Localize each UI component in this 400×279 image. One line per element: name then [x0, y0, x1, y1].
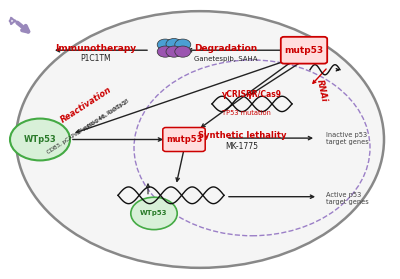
Circle shape — [166, 39, 182, 50]
Text: TP53 mutation: TP53 mutation — [222, 110, 270, 116]
Text: mutp53: mutp53 — [284, 46, 324, 55]
Text: γCRISPR/Cas9: γCRISPR/Cas9 — [222, 90, 282, 99]
Text: Active p53: Active p53 — [326, 192, 361, 198]
Text: WTp53: WTp53 — [140, 210, 168, 217]
Text: APR-246, COTI-2: APR-246, COTI-2 — [83, 100, 129, 132]
Circle shape — [131, 197, 177, 230]
Text: Inactive p53: Inactive p53 — [326, 132, 367, 138]
Text: P1C1TM: P1C1TM — [81, 54, 111, 63]
Circle shape — [175, 39, 191, 50]
Text: CDB3, pCAPs, Peptide-46, ReACp53: CDB3, pCAPs, Peptide-46, ReACp53 — [46, 98, 130, 155]
Text: WTp53: WTp53 — [24, 135, 56, 144]
Circle shape — [157, 39, 173, 50]
Text: Synthetic lethality: Synthetic lethality — [198, 131, 286, 140]
Circle shape — [10, 119, 70, 160]
Text: target genes: target genes — [326, 139, 369, 145]
Text: MK-1775: MK-1775 — [226, 142, 258, 151]
Text: RNAi: RNAi — [315, 79, 329, 103]
FancyBboxPatch shape — [163, 128, 205, 151]
Text: Reactivation: Reactivation — [59, 85, 113, 124]
Text: Ganetespib, SAHA: Ganetespib, SAHA — [194, 56, 258, 62]
FancyBboxPatch shape — [281, 37, 327, 64]
Text: Degradation: Degradation — [194, 44, 258, 53]
Ellipse shape — [16, 11, 384, 268]
Text: target genes: target genes — [326, 199, 369, 205]
Circle shape — [157, 46, 173, 57]
Text: mutp53: mutp53 — [166, 135, 202, 144]
Text: Immunotherapy: Immunotherapy — [56, 44, 136, 53]
Circle shape — [175, 46, 191, 57]
Circle shape — [166, 46, 182, 57]
